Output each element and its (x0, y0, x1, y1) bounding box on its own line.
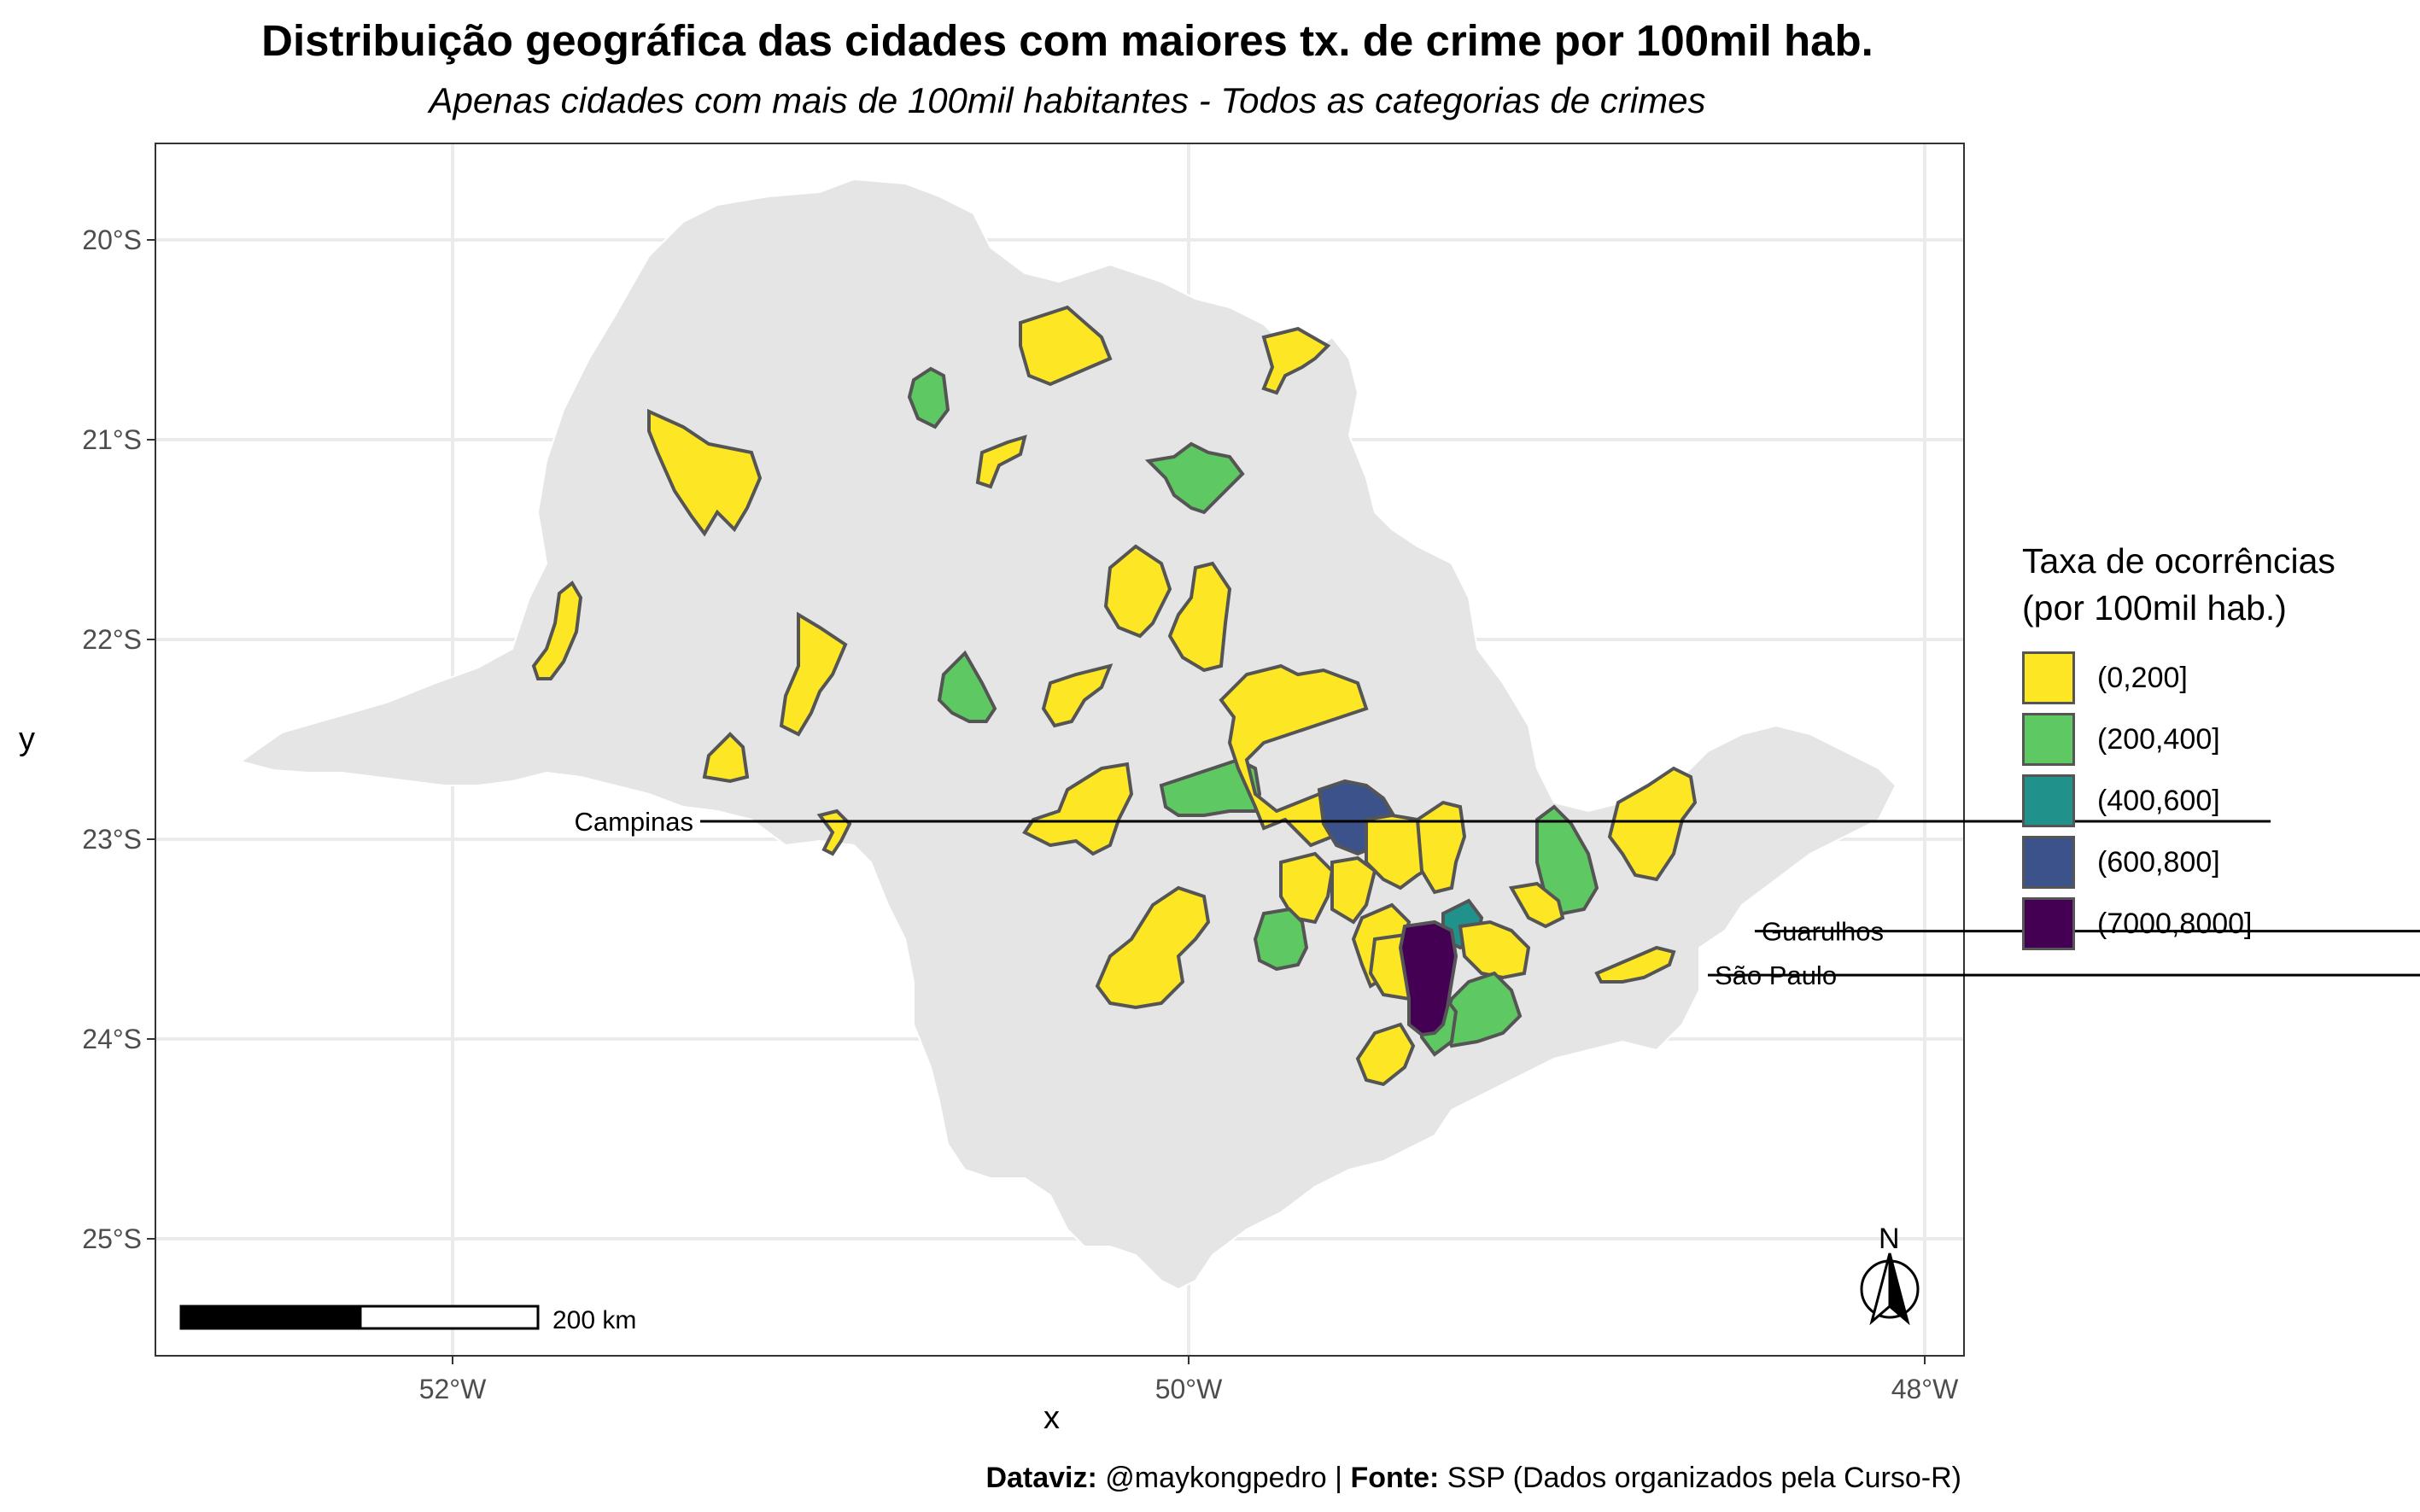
municipality (1535, 804, 1599, 916)
legend-items: (0,200] (200,400] (400,600] (600,800] (7000,… (2022, 647, 2398, 954)
legend-key (2022, 713, 2075, 766)
municipality (1144, 441, 1245, 515)
legend-key (2022, 774, 2075, 827)
legend-label: (600,800] (2097, 845, 2220, 879)
scale-bar-label: 200 km (552, 1306, 636, 1334)
municipality (1415, 800, 1467, 895)
legend-label: (400,600] (2097, 784, 2220, 817)
y-tick-label: 24°S (82, 1024, 142, 1054)
legend-item: (200,400] (2022, 709, 2398, 770)
axis-tick-labels: 52°W50°W48°W46°W44°W20°S21°S22°S23°S24°S… (82, 225, 1959, 1404)
municipality (1398, 919, 1458, 1037)
legend-label: (0,200] (2097, 661, 2188, 694)
municipality (647, 408, 763, 537)
municipality (1355, 1022, 1416, 1087)
legend-key (2022, 651, 2075, 704)
north-label: N (1879, 1223, 1900, 1255)
panel-border (155, 143, 1965, 1357)
municipality (937, 650, 997, 723)
y-tick-label: 22°S (82, 624, 142, 655)
municipality (975, 435, 1027, 489)
scale-bar-white (359, 1305, 540, 1330)
y-tick-label: 25°S (82, 1223, 142, 1254)
city-annotations: Campinas Guarulhos São Paulo (574, 807, 2420, 990)
municipality (1594, 945, 1676, 984)
legend-label: (7000,8000] (2097, 907, 2253, 940)
y-tick-label: 23°S (82, 824, 142, 855)
legend-item: (0,200] (2022, 647, 2398, 709)
legend-item: (400,600] (2022, 770, 2398, 832)
legend-title-line2: (por 100mil hab.) (2022, 588, 2287, 628)
scale-bar: 200 km (179, 1305, 636, 1334)
municipality (702, 732, 750, 784)
y-tick-label: 21°S (82, 424, 142, 455)
municipality (1022, 762, 1134, 856)
y-tick-label: 20°S (82, 225, 142, 255)
highlighted-municipalities (531, 305, 1698, 1087)
municipality (1041, 663, 1114, 728)
annotation-label: Guarulhos (1762, 917, 1884, 947)
scale-bar-black (179, 1305, 362, 1330)
x-tick-label: 50°W (1155, 1374, 1223, 1404)
municipality (1019, 305, 1113, 387)
legend-item: (7000,8000] (2022, 893, 2398, 954)
municipality (907, 366, 950, 429)
x-tick-label: 48°W (1891, 1374, 1959, 1404)
municipality (531, 580, 583, 680)
municipality (1167, 561, 1232, 673)
municipality (1508, 881, 1565, 929)
municipality (1095, 885, 1211, 1010)
x-tick-label: 52°W (419, 1374, 487, 1404)
municipality (1279, 851, 1335, 925)
legend-item: (600,800] (2022, 832, 2398, 893)
municipality (1253, 907, 1309, 972)
north-arrow-icon: N (1860, 1223, 1920, 1326)
municipality (1219, 663, 1369, 848)
caption-dataviz-label: Dataviz: (985, 1462, 1097, 1494)
caption-dataviz-value: @maykongpedro | (1105, 1462, 1351, 1494)
legend-key (2022, 836, 2075, 889)
municipality (1330, 855, 1377, 925)
caption-source-label: Fonte: (1350, 1462, 1440, 1494)
y-axis-title: y (19, 721, 35, 757)
annotation-label: São Paulo (1715, 960, 1837, 990)
legend-key (2022, 897, 2075, 950)
chart-title: Distribuição geográfica das cidades com … (261, 16, 1873, 65)
municipality (1261, 326, 1331, 395)
annotation-label: Campinas (574, 807, 693, 837)
caption: Dataviz: @maykongpedro | Fonte: SSP (Dad… (985, 1462, 1961, 1495)
municipality (779, 611, 848, 737)
municipality (1607, 766, 1698, 882)
legend: Taxa de ocorrências (por 100mil hab.) (0… (2022, 538, 2398, 954)
municipality (1103, 544, 1172, 639)
chart-subtitle: Apenas cidades com mais de 100mil habita… (429, 80, 1706, 120)
x-axis-title: x (1043, 1400, 1060, 1436)
legend-label: (200,400] (2097, 722, 2220, 756)
caption-source-value: SSP (Dados organizados pela Curso-R) (1447, 1462, 1961, 1494)
municipality (1458, 919, 1531, 980)
legend-title-line1: Taxa de ocorrências (2022, 541, 2335, 581)
